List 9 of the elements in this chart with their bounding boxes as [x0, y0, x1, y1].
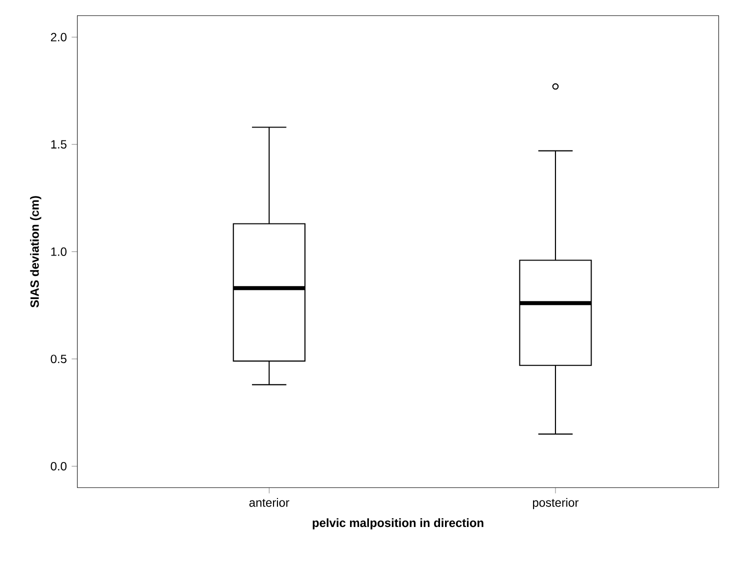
y-axis-title: SIAS deviation (cm) — [30, 196, 42, 308]
y-tick-label: 2.0 — [50, 32, 67, 42]
x-tick-label: posterior — [532, 498, 579, 510]
y-tick-label: 0.0 — [50, 462, 67, 470]
y-tick-label: 1.0 — [51, 247, 67, 256]
x-tick-label: anterior — [249, 498, 290, 507]
x-axis-title: pelvic malposition in direction — [312, 518, 484, 530]
y-tick-label: 1.5 — [51, 140, 66, 149]
y-tick-label: 0.5 — [50, 354, 66, 364]
